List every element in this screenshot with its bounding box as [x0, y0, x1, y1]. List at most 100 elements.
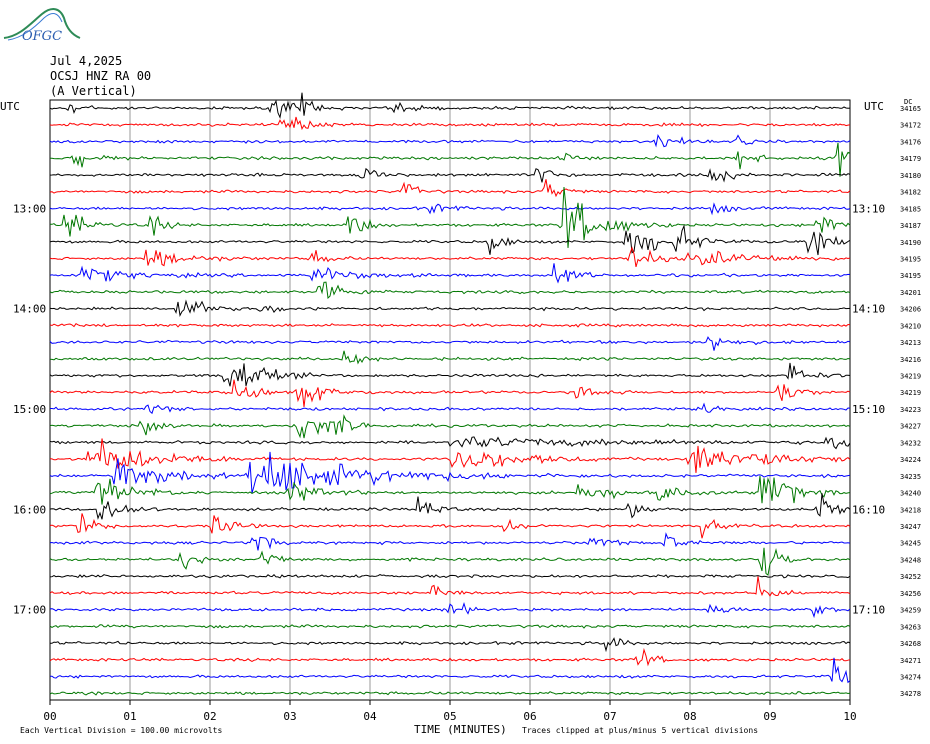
- dc-offset-label: 34182: [900, 189, 921, 197]
- dc-offset-label: 34172: [900, 122, 921, 130]
- dc-offset-label: 34201: [900, 289, 921, 297]
- station-code: OCSJ HNZ RA 00: [50, 69, 151, 83]
- seismic-trace: [49, 202, 851, 216]
- ofgc-logo: OFGC: [3, 8, 81, 44]
- utc-time-label-left: 15:00: [13, 403, 46, 416]
- x-axis-label: TIME (MINUTES): [414, 723, 507, 736]
- seismic-trace: [49, 637, 851, 653]
- trace-group: [49, 92, 851, 696]
- utc-left-label: UTC: [0, 100, 20, 113]
- vertical-division-note: Each Vertical Division = 100.00 microvol…: [20, 726, 222, 735]
- dc-offset-label: 34248: [900, 556, 921, 564]
- seismic-trace: [49, 513, 851, 539]
- dc-offset-label: 34210: [900, 322, 921, 330]
- component-label: (A Vertical): [50, 84, 137, 98]
- seismic-trace: [49, 336, 851, 351]
- dc-offset-labels: 34165 34172 34176 34179 34180 34182 34185 34187…: [900, 105, 921, 698]
- dc-offset-label: 34195: [900, 272, 921, 280]
- utc-time-label-right: 14:10: [852, 303, 885, 316]
- x-tick-label: 07: [603, 710, 616, 723]
- dc-offset-label: 34218: [900, 506, 921, 514]
- seismic-trace: [49, 547, 851, 576]
- dc-offset-label: 34263: [900, 623, 921, 631]
- dc-offset-label: 34165: [900, 105, 921, 113]
- dc-offset-label: 34247: [900, 523, 921, 531]
- seismic-trace: [49, 691, 851, 696]
- seismic-trace: [49, 573, 851, 579]
- seismic-trace: [49, 362, 851, 387]
- dc-offset-label: 34179: [900, 155, 921, 163]
- seismic-trace: [49, 624, 851, 629]
- seismic-trace: [49, 179, 851, 198]
- dc-offset-label: 34187: [900, 222, 921, 230]
- seismic-trace: [49, 299, 851, 318]
- time-labels: 13:00 13:10 14:00 14:10 15:00 15:10 16:00 16:10…: [13, 202, 885, 616]
- dc-offset-label: 34274: [900, 673, 921, 681]
- dc-offset-label: 34219: [900, 389, 921, 397]
- seismic-trace: [49, 475, 851, 505]
- chart-date: Jul 4,2025: [50, 54, 122, 68]
- seismic-trace: [49, 281, 851, 300]
- utc-time-label-right: 15:10: [852, 403, 885, 416]
- seismic-trace: [49, 246, 851, 268]
- logo-text: OFGC: [22, 29, 62, 44]
- seismic-trace: [49, 167, 851, 183]
- utc-time-label-left: 17:00: [13, 604, 46, 617]
- dc-offset-label: 34224: [900, 456, 921, 464]
- dc-offset-label: 34223: [900, 406, 921, 414]
- dc-offset-label: 34213: [900, 339, 921, 347]
- x-tick-label: 04: [363, 710, 377, 723]
- dc-offset-label: 34190: [900, 239, 921, 247]
- seismic-trace: [49, 186, 851, 248]
- clip-note: Traces clipped at plus/minus 5 vertical …: [522, 726, 758, 735]
- dc-offset-label: 34232: [900, 439, 921, 447]
- x-tick-label: 10: [843, 710, 856, 723]
- logo-swoosh-shadow-icon: [7, 13, 63, 41]
- dc-offset-label: 34235: [900, 473, 921, 481]
- dc-offset-label: 34240: [900, 490, 921, 498]
- x-axis: 00 01 02 03 04 05 06 07 08 09 10: [43, 700, 857, 723]
- dc-offset-label: 34271: [900, 657, 921, 665]
- dc-offset-label: 34180: [900, 172, 921, 180]
- dc-offset-label: 34185: [900, 205, 921, 213]
- seismic-trace: [49, 532, 851, 551]
- dc-offset-label: 34256: [900, 590, 921, 598]
- dc-offset-label: 34268: [900, 640, 921, 648]
- seismic-trace: [49, 576, 851, 597]
- dc-offset-label: 34252: [900, 573, 921, 581]
- seismic-trace: [49, 493, 851, 520]
- x-tick-label: 00: [43, 710, 56, 723]
- utc-time-label-right: 17:10: [852, 604, 885, 617]
- dc-offset-label: 34278: [900, 690, 921, 698]
- utc-time-label-left: 14:00: [13, 303, 46, 316]
- x-tick-label: 05: [443, 710, 456, 723]
- x-tick-label: 06: [523, 710, 536, 723]
- seismic-trace: [49, 92, 851, 119]
- seismic-trace: [49, 647, 851, 667]
- seismic-trace: [49, 436, 851, 450]
- seismic-trace: [49, 657, 851, 684]
- utc-time-label-left: 13:00: [13, 202, 46, 215]
- seismic-trace: [49, 263, 851, 284]
- seismic-trace: [50, 402, 851, 415]
- seismic-trace: [49, 451, 851, 494]
- dc-offset-label: 34245: [900, 540, 921, 548]
- seismic-trace: [49, 323, 851, 328]
- seismic-trace: [49, 134, 851, 148]
- x-tick-label: 02: [203, 710, 216, 723]
- seismic-trace: [49, 350, 851, 365]
- dc-offset-label: 34219: [900, 373, 921, 381]
- x-tick-label: 08: [683, 710, 696, 723]
- utc-time-label-left: 16:00: [13, 503, 46, 516]
- utc-right-label: UTC: [864, 100, 884, 113]
- dc-offset-label: 34206: [900, 306, 921, 314]
- seismic-trace: [49, 414, 851, 439]
- seismic-trace: [49, 224, 851, 256]
- dc-offset-label: 34227: [900, 423, 921, 431]
- x-tick-label: 03: [283, 710, 296, 723]
- dc-offset-label: 34176: [900, 138, 921, 146]
- x-tick-label: 01: [123, 710, 136, 723]
- dc-label: DC: [904, 98, 912, 106]
- seismic-trace: [49, 601, 851, 619]
